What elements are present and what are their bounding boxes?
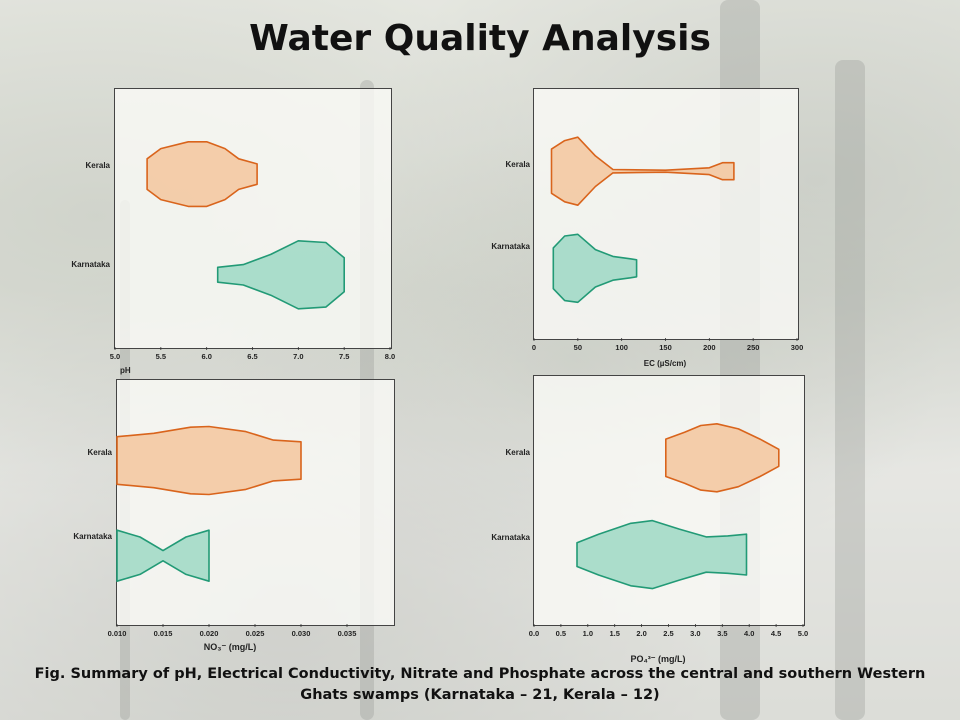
po4-x-axis-label: PO₄³⁻ (mg/L) (630, 654, 685, 664)
ph-x-tick-label: 5.0 (110, 352, 120, 361)
po4-x-tick-label: 4.0 (744, 629, 754, 638)
figure-caption-line-1: Fig. Summary of pH, Electrical Conductiv… (34, 666, 926, 682)
po4-x-tick-label: 5.0 (798, 629, 808, 638)
po4-x-tick-label: 1.5 (609, 629, 619, 638)
ec-category-label-karnataka: Karnataka (491, 242, 530, 251)
no3-x-tick-label: 0.035 (338, 629, 357, 638)
ec-violin-kerala (550, 136, 735, 206)
ec-x-tick-label: 0 (532, 343, 536, 352)
ph-category-label-kerala: Kerala (86, 161, 111, 170)
po4-x-tick-label: 0.0 (529, 629, 539, 638)
po4-violin-kerala (665, 423, 780, 493)
ph-x-tick-label: 7.5 (339, 352, 349, 361)
ph-violin-kerala (146, 141, 258, 208)
ec-x-tick-label: 150 (659, 343, 672, 352)
po4-x-tick-label: 3.0 (690, 629, 700, 638)
po4-x-tick-label: 0.5 (556, 629, 566, 638)
ec-x-axis-label: EC (µS/cm) (644, 359, 687, 368)
ph-category-label-karnataka: Karnataka (71, 260, 110, 269)
po4-x-tick-label: 2.0 (636, 629, 646, 638)
no3-plot-panel (116, 379, 395, 626)
po4-x-tick-label: 2.5 (663, 629, 673, 638)
ph-x-tick-label: 7.0 (293, 352, 303, 361)
no3-x-axis-label: NO₃⁻ (mg/L) (204, 642, 256, 652)
no3-x-tick-label: 0.020 (200, 629, 219, 638)
ph-x-tick-label: 6.5 (247, 352, 257, 361)
no3-x-tick-label: 0.025 (246, 629, 265, 638)
ec-x-tick-label: 50 (574, 343, 582, 352)
ph-violin-karnataka (216, 240, 345, 310)
no3-category-label-karnataka: Karnataka (73, 532, 112, 541)
figure-caption: Fig. Summary of pH, Electrical Conductiv… (20, 664, 940, 706)
no3-violin-karnataka (116, 529, 210, 582)
po4-category-label-kerala: Kerala (506, 448, 531, 457)
figure-caption-line-2: Ghats swamps (Karnataka – 21, Kerala – 1… (300, 687, 660, 703)
ph-x-tick-label: 5.5 (156, 352, 166, 361)
ec-x-tick-label: 250 (747, 343, 760, 352)
no3-x-tick-label: 0.015 (154, 629, 173, 638)
po4-x-tick-label: 3.5 (717, 629, 727, 638)
ph-x-tick-label: 8.0 (385, 352, 395, 361)
po4-violin-karnataka (576, 519, 748, 590)
no3-violin-kerala (116, 425, 302, 496)
ec-x-tick-label: 300 (791, 343, 804, 352)
ec-x-tick-label: 100 (615, 343, 628, 352)
no3-x-tick-label: 0.010 (108, 629, 127, 638)
no3-category-label-kerala: Kerala (88, 448, 113, 457)
ec-category-label-kerala: Kerala (506, 160, 531, 169)
po4-category-label-karnataka: Karnataka (491, 533, 530, 542)
po4-x-tick-label: 1.0 (583, 629, 593, 638)
ec-x-tick-label: 200 (703, 343, 716, 352)
po4-x-tick-label: 4.5 (771, 629, 781, 638)
ec-violin-karnataka (552, 233, 638, 304)
ph-x-tick-label: 6.0 (201, 352, 211, 361)
slide-title: Water Quality Analysis (249, 18, 711, 59)
ph-plot-panel (114, 88, 392, 349)
no3-x-tick-label: 0.030 (292, 629, 311, 638)
ph-x-axis-label: pH (120, 366, 131, 375)
